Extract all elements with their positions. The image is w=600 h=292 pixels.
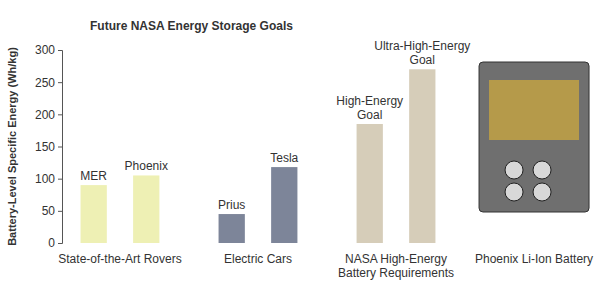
y-axis: 0 50 100 150 200 250 300 <box>35 43 63 250</box>
picture-detail <box>505 183 523 201</box>
bar <box>271 167 297 243</box>
axis-line <box>58 51 63 244</box>
tick-label: 300 <box>35 43 55 57</box>
bar <box>81 185 107 243</box>
picture-frame <box>479 62 589 212</box>
group-label: NASA High-EnergyBattery Requirements <box>338 252 454 280</box>
picture-detail <box>533 161 551 179</box>
group-label-line: Phoenix Li-Ion Battery <box>475 252 593 266</box>
tick: 200 <box>35 108 62 122</box>
labels: MER Phoenix State-of-the-Art Rovers Prius Te… <box>58 39 593 280</box>
bar-label-line: High-Energy <box>336 94 403 108</box>
bar-label-line: Tesla <box>270 151 298 165</box>
tick-mark <box>58 243 62 244</box>
tick-label: 150 <box>35 140 55 154</box>
group-label-line: State-of-the-Art Rovers <box>58 252 181 266</box>
tick-label: 0 <box>48 236 55 250</box>
group-label: Phoenix Li-Ion Battery <box>475 252 593 266</box>
tick: 50 <box>42 204 62 218</box>
bar-label: Ultra-High-EnergyGoal <box>374 39 470 67</box>
bar-label: Tesla <box>270 151 298 165</box>
tick: 300 <box>35 43 62 57</box>
tick: 250 <box>35 76 62 90</box>
bar-label-line: Prius <box>218 198 245 212</box>
chart: 0 50 100 150 200 250 300 Battery-Level Specific… <box>0 0 600 292</box>
tick-mark <box>58 114 62 115</box>
tick-mark <box>58 50 62 51</box>
bar-label-line: MER <box>80 169 107 183</box>
bar-label: Phoenix <box>125 159 168 173</box>
bar <box>357 124 383 243</box>
battery-picture <box>479 62 589 212</box>
title: Future NASA Energy Storage Goals <box>90 19 293 33</box>
tick: 0 <box>48 236 62 250</box>
bar <box>133 175 159 243</box>
tick-mark <box>58 179 62 180</box>
tick-label: 250 <box>35 76 55 90</box>
y-axis-title: Battery-Level Specific Energy (Wh/kg) <box>6 47 18 246</box>
bar-label-line: Goal <box>410 53 435 67</box>
group-label-line: NASA High-Energy <box>345 252 447 266</box>
group-label: State-of-the-Art Rovers <box>58 252 181 266</box>
tick: 150 <box>35 140 62 154</box>
tick-label: 50 <box>42 204 56 218</box>
bar <box>219 214 245 243</box>
tick-label: 200 <box>35 108 55 122</box>
tick-mark <box>58 147 62 148</box>
tick-mark <box>58 82 62 83</box>
picture-detail <box>505 161 523 179</box>
bar-label: Prius <box>218 198 245 212</box>
bar-label-line: Phoenix <box>125 159 168 173</box>
group-label: Electric Cars <box>224 252 292 266</box>
group-label-line: Battery Requirements <box>338 266 454 280</box>
bar-label: MER <box>80 169 107 183</box>
group-label-line: Electric Cars <box>224 252 292 266</box>
bar-label: High-EnergyGoal <box>336 94 403 122</box>
picture-detail <box>489 80 579 140</box>
picture-detail <box>533 183 551 201</box>
tick-mark <box>58 211 62 212</box>
bars <box>81 69 436 243</box>
bar-label-line: Goal <box>357 108 382 122</box>
tick-label: 100 <box>35 172 55 186</box>
tick: 100 <box>35 172 62 186</box>
bar <box>409 69 435 243</box>
bar-label-line: Ultra-High-Energy <box>374 39 470 53</box>
